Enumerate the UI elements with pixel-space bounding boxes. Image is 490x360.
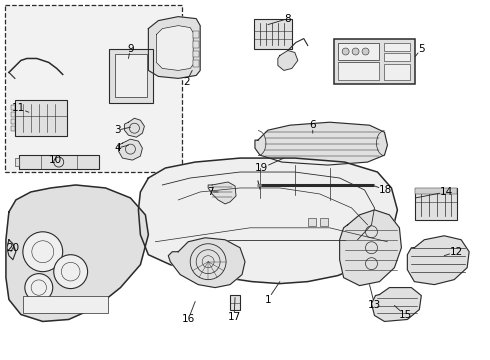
Text: 18: 18 [374, 185, 392, 195]
Polygon shape [6, 185, 148, 321]
Bar [334, 39, 416, 84]
Polygon shape [119, 139, 143, 160]
Bar [254, 19, 292, 49]
Text: 12: 12 [444, 247, 463, 257]
Bar [308, 218, 316, 226]
Text: 14: 14 [416, 187, 453, 198]
Bar [193, 50, 199, 58]
Bar [416, 188, 457, 220]
Text: 16: 16 [182, 302, 195, 324]
Text: 4: 4 [114, 143, 128, 153]
Bar [19, 155, 98, 169]
Polygon shape [208, 182, 236, 204]
Bar [193, 60, 199, 67]
Bar [15, 100, 67, 136]
Bar [230, 294, 240, 310]
Text: 10: 10 [49, 155, 62, 165]
Bar [338, 62, 379, 80]
Text: 3: 3 [114, 125, 130, 135]
Bar [11, 126, 15, 131]
Text: 6: 6 [309, 120, 316, 133]
Polygon shape [168, 238, 245, 288]
Polygon shape [138, 158, 397, 284]
Polygon shape [340, 210, 401, 285]
Text: 11: 11 [12, 103, 29, 113]
Polygon shape [407, 236, 469, 285]
Bar [11, 119, 15, 124]
Bar [193, 31, 199, 37]
Bar [385, 64, 410, 80]
Text: 5: 5 [416, 44, 425, 57]
Bar [5, 5, 182, 172]
Bar [385, 42, 410, 50]
Polygon shape [255, 122, 388, 165]
Circle shape [352, 48, 359, 55]
Circle shape [23, 232, 63, 272]
Text: 2: 2 [183, 71, 192, 87]
Bar [416, 188, 457, 194]
Circle shape [342, 48, 349, 55]
Bar [108, 49, 153, 103]
Bar [11, 112, 15, 117]
Polygon shape [7, 240, 16, 260]
Polygon shape [124, 118, 145, 137]
Circle shape [25, 274, 53, 302]
Bar [11, 105, 15, 110]
Polygon shape [156, 26, 193, 71]
Text: 17: 17 [227, 298, 241, 323]
Text: 7: 7 [207, 187, 218, 197]
Bar [193, 41, 199, 48]
Polygon shape [371, 288, 421, 321]
Bar [15, 158, 19, 166]
Bar [23, 296, 107, 314]
Text: 15: 15 [394, 306, 412, 320]
Bar [338, 42, 379, 60]
Text: 19: 19 [255, 158, 284, 173]
Bar [385, 54, 410, 62]
Text: 9: 9 [127, 44, 134, 58]
Polygon shape [278, 50, 298, 71]
Bar [319, 218, 328, 226]
Bar [115, 54, 147, 97]
Text: 8: 8 [268, 14, 291, 24]
Circle shape [54, 255, 88, 289]
Circle shape [362, 48, 369, 55]
Text: 13: 13 [368, 285, 381, 310]
Polygon shape [148, 17, 200, 78]
Text: 1: 1 [265, 282, 280, 305]
Text: 20: 20 [6, 243, 20, 253]
